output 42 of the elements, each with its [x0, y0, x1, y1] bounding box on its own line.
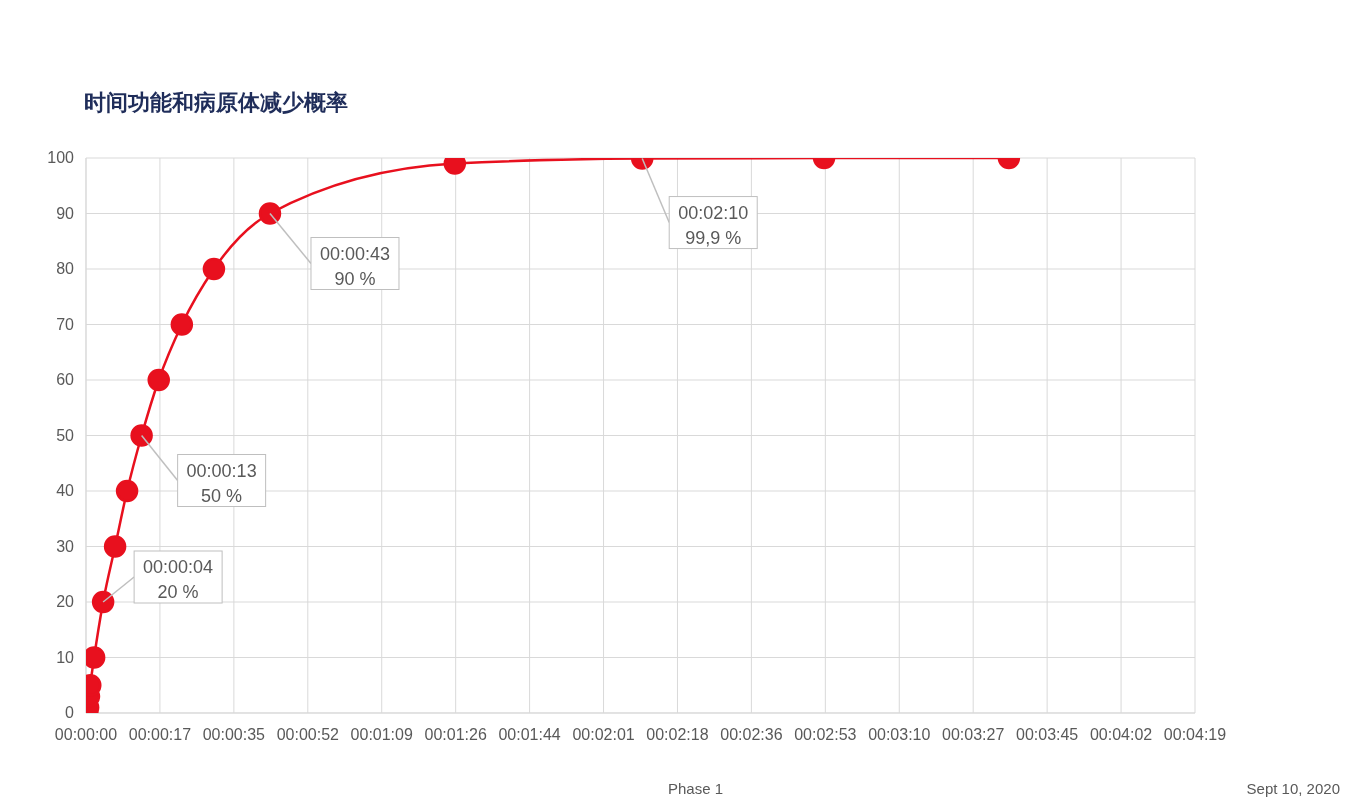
x-tick-label: 00:04:19 [1163, 726, 1227, 744]
x-tick-label: 00:00:00 [54, 726, 118, 744]
annotation: 00:00:04 20 % [143, 557, 214, 602]
text: Sept 10, 2020 [1246, 780, 1340, 797]
y-tick-label: 0 [65, 704, 75, 721]
x-tick-label: 00:02:36 [720, 726, 783, 744]
y-tick-label: 10 [56, 648, 75, 666]
x-tick-label: 00:02:53 [794, 726, 857, 744]
point [103, 535, 127, 558]
x-tick-label: 00:02:18 [646, 726, 709, 744]
text: Phase 1 [668, 780, 724, 797]
y-tick-label: 20 [56, 593, 75, 610]
x-tick-label: 00:01:26 [424, 726, 487, 744]
x-tick-label: 00:04:02 [1089, 726, 1153, 744]
point [202, 257, 226, 281]
x-tick-label: 00:02:01 [572, 726, 635, 744]
point [147, 368, 170, 392]
y-tick-label: 30 [56, 537, 75, 555]
y-tick-label: 80 [56, 260, 75, 277]
y-tick-label: 60 [56, 371, 75, 388]
point [258, 202, 282, 225]
x-tick-label: 00:01:09 [350, 726, 413, 744]
point [130, 424, 153, 447]
y-tick-label: 100 [47, 149, 75, 166]
x-tick-label: 00:03:10 [868, 726, 931, 744]
point [170, 313, 194, 336]
x-tick-label: 00:00:52 [276, 726, 340, 744]
x-tick-label: 00:03:27 [942, 726, 1005, 744]
annotation: 00:00:13 50 % [186, 460, 257, 506]
x-tick-label: 00:00:35 [202, 726, 266, 744]
y-tick-label: 70 [56, 315, 75, 333]
x-tick-label: 00:00:17 [128, 726, 192, 744]
y-tick-label: 40 [56, 482, 75, 499]
chart-subtitle: 时间功能和病原体减少概率 [84, 89, 348, 117]
annotation: 00:00:43 90 % [319, 243, 391, 289]
x-tick-label: 00:01:44 [498, 726, 561, 744]
x-tick-label: 00:03:45 [1015, 726, 1079, 744]
annotation: 00:02:10 99,9 % [678, 202, 749, 248]
point [115, 479, 139, 503]
point [91, 590, 115, 614]
y-tick-label: 90 [56, 204, 75, 222]
y-tick-label: 50 [56, 426, 75, 444]
